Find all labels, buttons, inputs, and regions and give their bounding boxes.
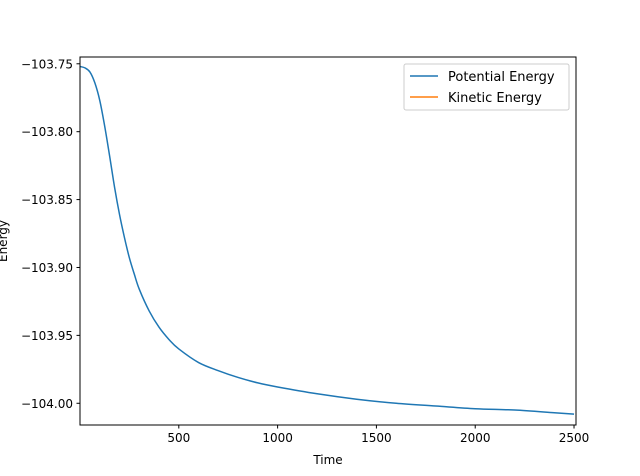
y-tick-label: −103.90 bbox=[21, 261, 73, 275]
series-line-potential-energy bbox=[79, 65, 575, 415]
y-tick-label: −104.00 bbox=[21, 397, 73, 411]
series-layer bbox=[79, 65, 575, 415]
legend: Potential Energy Kinetic Energy bbox=[403, 63, 570, 111]
y-axis-label: Energy bbox=[0, 220, 10, 262]
y-tick-label: −103.80 bbox=[21, 125, 73, 139]
legend-label-potential-energy: Potential Energy bbox=[448, 70, 555, 85]
plot-background bbox=[80, 57, 576, 425]
plot-frame bbox=[79, 56, 577, 426]
x-tick-label: 2500 bbox=[559, 431, 590, 445]
legend-box bbox=[403, 63, 570, 111]
y-tick-label: −103.85 bbox=[21, 193, 73, 207]
y-tick-label: −103.95 bbox=[21, 329, 73, 343]
y-tick-label: −103.75 bbox=[21, 57, 73, 71]
x-tick-label: 2000 bbox=[460, 431, 491, 445]
x-axis-ticks: 500 1000 1500 2000 2500 bbox=[167, 425, 589, 445]
y-axis-ticks: −103.75 −103.80 −103.85 −103.90 −103.95 −104.… bbox=[21, 57, 80, 411]
x-tick-label: 1000 bbox=[262, 431, 293, 445]
x-tick-label: 500 bbox=[167, 431, 190, 445]
x-axis-label: Time bbox=[312, 453, 342, 467]
x-tick-label: 1500 bbox=[361, 431, 392, 445]
legend-label-kinetic-energy: Kinetic Energy bbox=[448, 91, 542, 106]
